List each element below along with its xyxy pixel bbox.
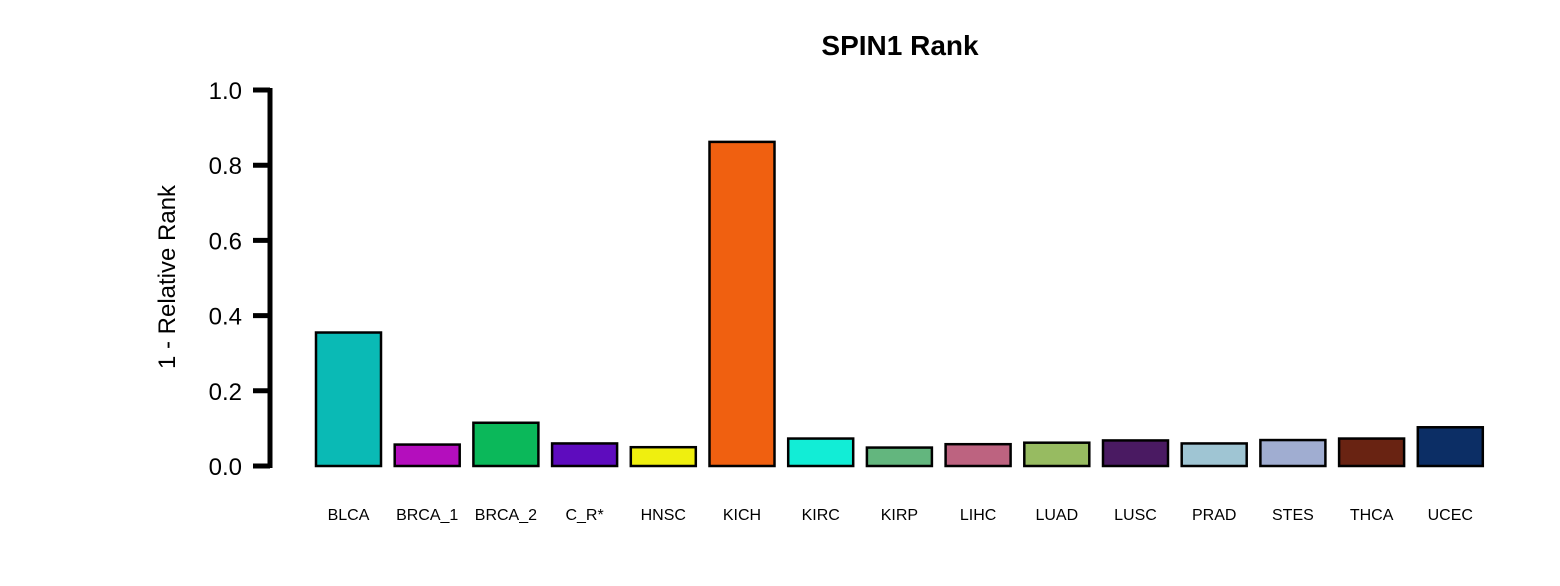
x-tick-label: LUAD — [1035, 507, 1078, 524]
x-tick-labels: BLCA BRCA_1 BRCA_2 C_R* HNSC KICH KIRC KIRP LIHC… — [328, 507, 1473, 524]
bar-kirp — [865, 446, 934, 468]
y-tick-label: 0.8 — [209, 153, 242, 180]
x-tick-label: C_R* — [565, 507, 603, 524]
bar-lihc — [944, 442, 1012, 468]
bar-kich — [708, 140, 776, 468]
x-tick-label: KIRP — [881, 507, 918, 524]
y-tick-label: 0.0 — [209, 454, 242, 481]
bar-blca — [314, 331, 383, 468]
x-tick-label: BRCA_2 — [475, 507, 537, 524]
x-tick-label: PRAD — [1192, 507, 1236, 524]
bar-stes — [1259, 438, 1327, 468]
bar-brca-1 — [393, 443, 461, 468]
x-tick-label: BRCA_1 — [396, 507, 458, 524]
bar-ucec — [1416, 426, 1485, 468]
bar-prad — [1180, 442, 1248, 468]
y-tick-label: 0.2 — [209, 379, 242, 406]
x-tick-label: HNSC — [641, 507, 686, 524]
x-tick-label: KICH — [723, 507, 761, 524]
x-tick-label: UCEC — [1428, 507, 1473, 524]
y-tick-label: 0.4 — [209, 304, 242, 331]
y-tick-label: 1.0 — [209, 78, 242, 105]
bar-c-r — [550, 442, 619, 468]
bar-kirc — [786, 437, 855, 468]
x-tick-label: BLCA — [328, 507, 370, 524]
y-axis: 0.0 0.2 0.4 0.6 0.8 1.0 — [209, 78, 273, 481]
x-tick-label: THCA — [1350, 507, 1394, 524]
bar-hnsc — [629, 445, 698, 468]
x-tick-label: LUSC — [1114, 507, 1157, 524]
bar-lusc — [1101, 439, 1170, 468]
x-tick-label: STES — [1272, 507, 1314, 524]
x-tick-label: LIHC — [960, 507, 996, 524]
bars-group — [314, 140, 1485, 468]
y-tick-label: 0.6 — [209, 228, 242, 255]
chart-title: SPIN1 Rank — [821, 30, 979, 61]
bar-thca — [1337, 437, 1406, 468]
y-axis-label: 1 - Relative Rank — [154, 184, 181, 369]
bar-brca-2 — [472, 421, 540, 468]
bar-luad — [1023, 441, 1091, 468]
x-tick-label: KIRC — [802, 507, 840, 524]
